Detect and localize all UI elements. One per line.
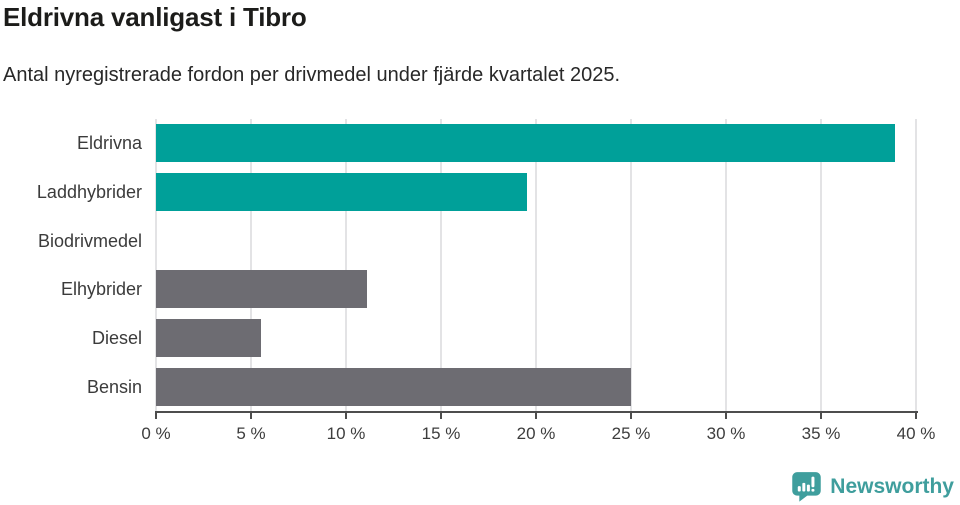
- x-tick-label: 5 %: [236, 424, 266, 443]
- x-axis-tick: [915, 411, 917, 419]
- bar-bensin: [156, 367, 631, 406]
- bar-elhybrider: [156, 270, 367, 309]
- x-axis-tick: [630, 411, 632, 419]
- gridline: [345, 119, 347, 411]
- newsworthy-logo-text: Newsworthy: [830, 474, 954, 498]
- category-label: Laddhybrider: [36, 182, 142, 202]
- gridline: [630, 119, 632, 411]
- x-tick-label: 10 %: [326, 424, 366, 443]
- x-tick-label: 25 %: [611, 424, 651, 443]
- chart-subtitle: Antal nyregistrerade fordon per drivmede…: [3, 64, 621, 86]
- category-label: Eldrivna: [76, 133, 142, 154]
- newsworthy-logo: Newsworthy: [791, 470, 954, 503]
- x-axis-tick: [345, 411, 347, 419]
- x-axis-tick: [535, 411, 537, 419]
- category-label: Diesel: [91, 328, 142, 348]
- x-tick-label: 20 %: [516, 424, 556, 443]
- chart-title: Eldrivna vanligast i Tibro: [3, 2, 307, 32]
- x-tick-label: 15 %: [421, 424, 461, 443]
- bar-eldrivna: [156, 124, 896, 163]
- bar-diesel: [156, 319, 261, 357]
- category-label: Bensin: [86, 376, 142, 397]
- x-axis-tick: [820, 411, 822, 419]
- x-tick-label: 30 %: [706, 424, 746, 443]
- bar-laddhybrider: [156, 173, 527, 211]
- x-axis-line: [155, 411, 918, 413]
- gridline: [915, 119, 917, 411]
- gridline: [725, 119, 727, 411]
- gridline: [820, 119, 822, 411]
- x-tick-label: 40 %: [896, 424, 936, 443]
- newsworthy-logo-icon: [791, 471, 822, 502]
- category-label: Biodrivmedel: [37, 230, 142, 251]
- x-tick-label: 35 %: [801, 424, 841, 443]
- x-tick-label: 0 %: [141, 424, 171, 443]
- gridline: [440, 119, 442, 411]
- category-label: Elhybrider: [60, 279, 142, 300]
- gridline: [535, 119, 537, 411]
- x-axis-tick: [725, 411, 727, 419]
- x-axis-tick: [250, 411, 252, 419]
- x-axis-tick: [155, 411, 157, 419]
- gridline: [250, 119, 252, 411]
- x-axis-tick: [440, 411, 442, 419]
- gridline: [155, 119, 157, 411]
